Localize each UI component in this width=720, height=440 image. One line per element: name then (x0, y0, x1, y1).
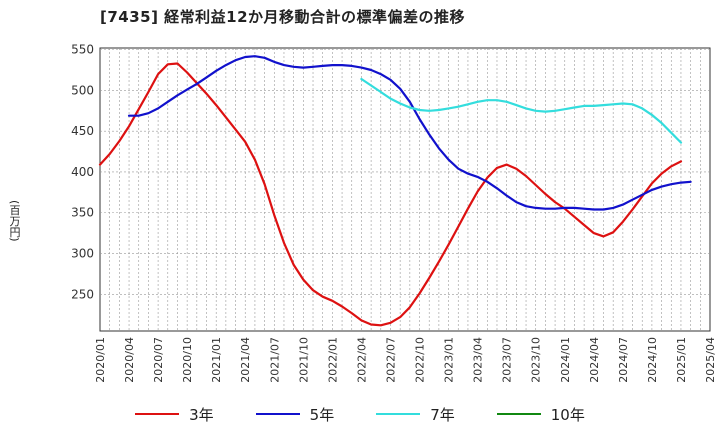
x-tick-label: 2024/04 (588, 337, 601, 383)
x-tick-label: 2021/10 (297, 337, 310, 383)
x-tick-label: 2021/04 (239, 337, 252, 383)
x-tick-label: 2024/01 (559, 337, 572, 383)
x-tick-label: 2021/07 (268, 337, 281, 383)
legend-item: 10年 (496, 404, 585, 425)
legend-label: 7年 (430, 405, 455, 424)
x-tick-label: 2020/10 (181, 337, 194, 383)
legend-swatch (376, 413, 421, 415)
x-tick-label: 2022/01 (326, 337, 339, 383)
x-tick-label: 2022/07 (384, 337, 397, 383)
x-tick-label: 2024/10 (646, 337, 659, 383)
series-line (127, 55, 692, 211)
y-tick-label: 550 (71, 43, 94, 57)
series-line (360, 77, 683, 144)
x-tick-label: 2023/01 (443, 337, 456, 383)
y-tick-label: 300 (71, 247, 94, 261)
x-tick-label: 2022/10 (414, 337, 427, 383)
legend-swatch (135, 413, 180, 415)
y-axis-label: (百万円) (8, 200, 21, 242)
y-tick-label: 500 (71, 83, 94, 97)
x-tick-label: 2020/04 (123, 337, 136, 383)
legend-label: 10年 (550, 405, 585, 424)
x-tick-label: 2025/01 (675, 337, 688, 383)
x-tick-label: 2020/01 (94, 337, 107, 383)
y-tick-label: 350 (71, 206, 94, 220)
chart-legend: 3年 5年 7年 10年 (0, 400, 720, 428)
legend-item: 3年 (135, 404, 214, 425)
x-tick-label: 2025/04 (704, 337, 717, 383)
y-tick-label: 450 (71, 124, 94, 138)
x-tick-label: 2023/04 (472, 337, 485, 383)
y-tick-label: 250 (71, 287, 94, 301)
x-tick-label: 2022/04 (355, 337, 368, 383)
y-tick-label: 400 (71, 165, 94, 179)
legend-swatch (255, 413, 300, 415)
x-tick-label: 2023/10 (530, 337, 543, 383)
x-tick-label: 2020/07 (152, 337, 165, 383)
x-tick-label: 2021/01 (210, 337, 223, 383)
chart-title: [7435] 経常利益12か月移動合計の標準偏差の推移 (100, 8, 466, 26)
legend-swatch (496, 413, 541, 415)
x-tick-label: 2024/07 (617, 337, 630, 383)
legend-label: 3年 (189, 405, 214, 424)
x-tick-label: 2023/07 (501, 337, 514, 383)
legend-item: 5年 (255, 404, 335, 425)
legend-label: 5年 (309, 405, 335, 424)
line-chart: 2020/01 2020/04 2020/07 2020/10 2021/01 2021/… (71, 43, 717, 383)
legend-item: 7年 (376, 404, 455, 425)
